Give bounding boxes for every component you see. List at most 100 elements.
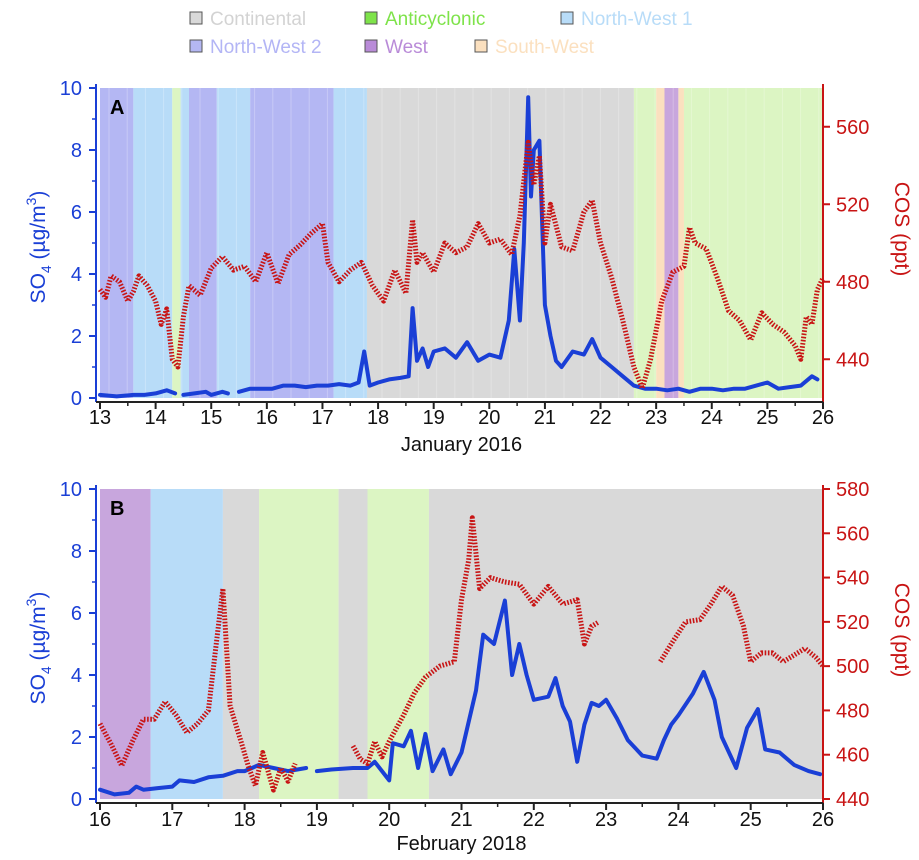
series-line-so4 [237,95,820,394]
regime-band [656,88,665,398]
left-tick-label: 2 [71,326,82,348]
legend: Continental Anticyclonic North-West 1 North… [189,9,693,58]
left-axis-label-sub: 4 [38,666,54,674]
panel-label: A [110,97,124,119]
regime-band [100,88,134,398]
x-tick-label: 20 [478,407,500,429]
regime-band [172,88,181,398]
regime-band [250,88,334,398]
left-tick-label: 6 [71,603,82,625]
regime-band [664,88,679,398]
left-tick-label: 10 [60,479,82,501]
right-tick-label: 560 [836,523,869,545]
legend-swatch [364,39,378,53]
legend-swatch [474,39,488,53]
x-tick-label: 17 [161,809,183,831]
left-axis-label: SO4 (µg/m3) [23,191,54,304]
right-tick-label: 480 [836,272,869,294]
x-tick-label: 26 [812,407,834,429]
left-axis-label-close: ) [27,191,50,198]
regime-band [678,88,684,398]
legend-swatch [364,11,378,25]
right-axis-label: COS (ppt) [890,182,913,277]
regime-band [180,88,189,398]
x-tick-label: 21 [450,809,472,831]
left-axis-label-close: ) [27,592,50,599]
x-tick-label: 14 [144,407,166,429]
series-line-cos [97,586,298,793]
regime-band [100,489,151,799]
series-line-cos [97,139,826,391]
left-tick-label: 10 [60,78,82,100]
x-tick-label: 26 [812,809,834,831]
left-tick-label: 2 [71,727,82,749]
legend-swatch [560,11,574,25]
series-line-cos [658,583,825,668]
right-axis-label: COS (ppt) [890,583,913,678]
regime-band [338,489,368,799]
x-tick-label: 21 [534,407,556,429]
right-tick-label: 440 [836,789,869,811]
right-tick-label: 500 [836,656,869,678]
legend-label: North-West 1 [581,9,693,30]
left-axis-label-sup: 3 [23,197,39,205]
regime-band [367,489,429,799]
right-tick-label: 580 [836,479,869,501]
regime-band [188,88,217,398]
x-tick-label: 20 [378,809,400,831]
series-line-so4 [314,598,823,783]
x-tick-label: 23 [645,407,667,429]
x-tick-label: 15 [200,407,222,429]
x-tick-label: 25 [740,809,762,831]
legend-label: Anticyclonic [385,9,485,30]
x-tick-label: 18 [233,809,255,831]
x-tick-label: 16 [256,407,278,429]
legend-swatch [189,11,203,25]
x-tick-label: 18 [367,407,389,429]
x-tick-label: 19 [423,407,445,429]
series-line-so4 [98,388,178,399]
regime-band [428,489,823,799]
right-tick-label: 540 [836,568,869,590]
regime-band [216,88,251,398]
x-tick-label: 19 [306,809,328,831]
left-tick-label: 0 [71,388,82,410]
right-tick-label: 440 [836,349,869,371]
left-axis-label-sub: 4 [38,265,54,273]
right-tick-label: 460 [836,745,869,767]
regime-band [633,88,657,398]
regime-band [150,489,223,799]
regime-band [259,489,339,799]
regime-band [133,88,173,398]
left-axis-label-main: SO [27,674,50,704]
legend-label: South-West [495,37,595,58]
x-tick-label: 24 [667,809,689,831]
series-line-so4 [181,389,230,397]
regime-band [683,88,823,398]
left-tick-label: 4 [71,665,82,687]
series-line-cos [350,515,601,767]
legend-label: Continental [210,9,306,30]
left-tick-label: 8 [71,541,82,563]
x-tick-label: 16 [89,809,111,831]
x-tick-label: 24 [701,407,723,429]
right-tick-label: 480 [836,700,869,722]
x-tick-label: 25 [756,407,778,429]
right-tick-label: 520 [836,612,869,634]
left-axis-label: SO4 (µg/m3) [23,592,54,705]
legend-swatch [189,39,203,53]
x-tick-label: 22 [589,407,611,429]
left-tick-label: 4 [71,264,82,286]
regime-band [333,88,367,398]
left-axis-label-unit: (µg/m [27,205,50,265]
left-axis-label-unit: (µg/m [27,606,50,666]
left-tick-label: 8 [71,140,82,162]
x-tick-label: 23 [595,809,617,831]
panel-label: B [110,498,124,520]
legend-label: West [385,37,429,58]
left-axis-label-sup: 3 [23,598,39,606]
left-tick-label: 6 [71,202,82,224]
